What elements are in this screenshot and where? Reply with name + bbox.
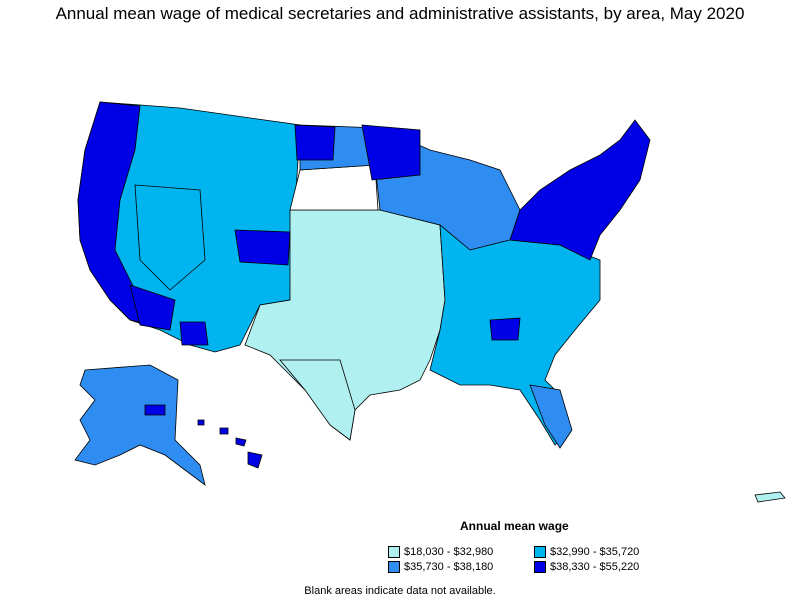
footnote: Blank areas indicate data not available. (304, 585, 496, 597)
florida[interactable] (529, 384, 573, 449)
hawaii[interactable] (197, 419, 263, 469)
nevada-area[interactable] (134, 184, 206, 291)
legend-label-4: $38,330 - $55,220 (550, 561, 640, 573)
colorado-area[interactable] (234, 229, 291, 266)
tennessee-area[interactable] (489, 317, 521, 341)
legend-swatch-3 (388, 561, 400, 573)
north-plains-blank (289, 164, 379, 211)
legend-item-2: $32,990 - $35,720 (534, 546, 639, 558)
legend-label-1: $18,030 - $32,980 (404, 546, 494, 558)
phoenix-area[interactable] (179, 321, 209, 346)
northeast-region[interactable] (509, 119, 651, 261)
legend-item-4: $38,330 - $55,220 (534, 561, 639, 573)
southern-ca-area[interactable] (129, 284, 176, 331)
legend-label-3: $35,730 - $38,180 (404, 561, 494, 573)
legend-item-1: $18,030 - $32,980 (388, 546, 493, 558)
legend-label-2: $32,990 - $35,720 (550, 546, 640, 558)
legend-swatch-2 (534, 546, 546, 558)
legend-title: Annual mean wage (460, 519, 569, 533)
legend-item-3: $35,730 - $38,180 (388, 561, 493, 573)
map-title: Annual mean wage of medical secretaries … (55, 4, 745, 23)
puerto-rico[interactable] (754, 491, 786, 503)
alaska[interactable] (74, 364, 206, 486)
legend-swatch-1 (388, 546, 400, 558)
texas-south[interactable] (279, 359, 356, 441)
legend-swatch-4 (534, 561, 546, 573)
minnesota-area[interactable] (361, 124, 421, 181)
contiguous-us (77, 101, 651, 449)
montana-area[interactable] (294, 124, 336, 161)
